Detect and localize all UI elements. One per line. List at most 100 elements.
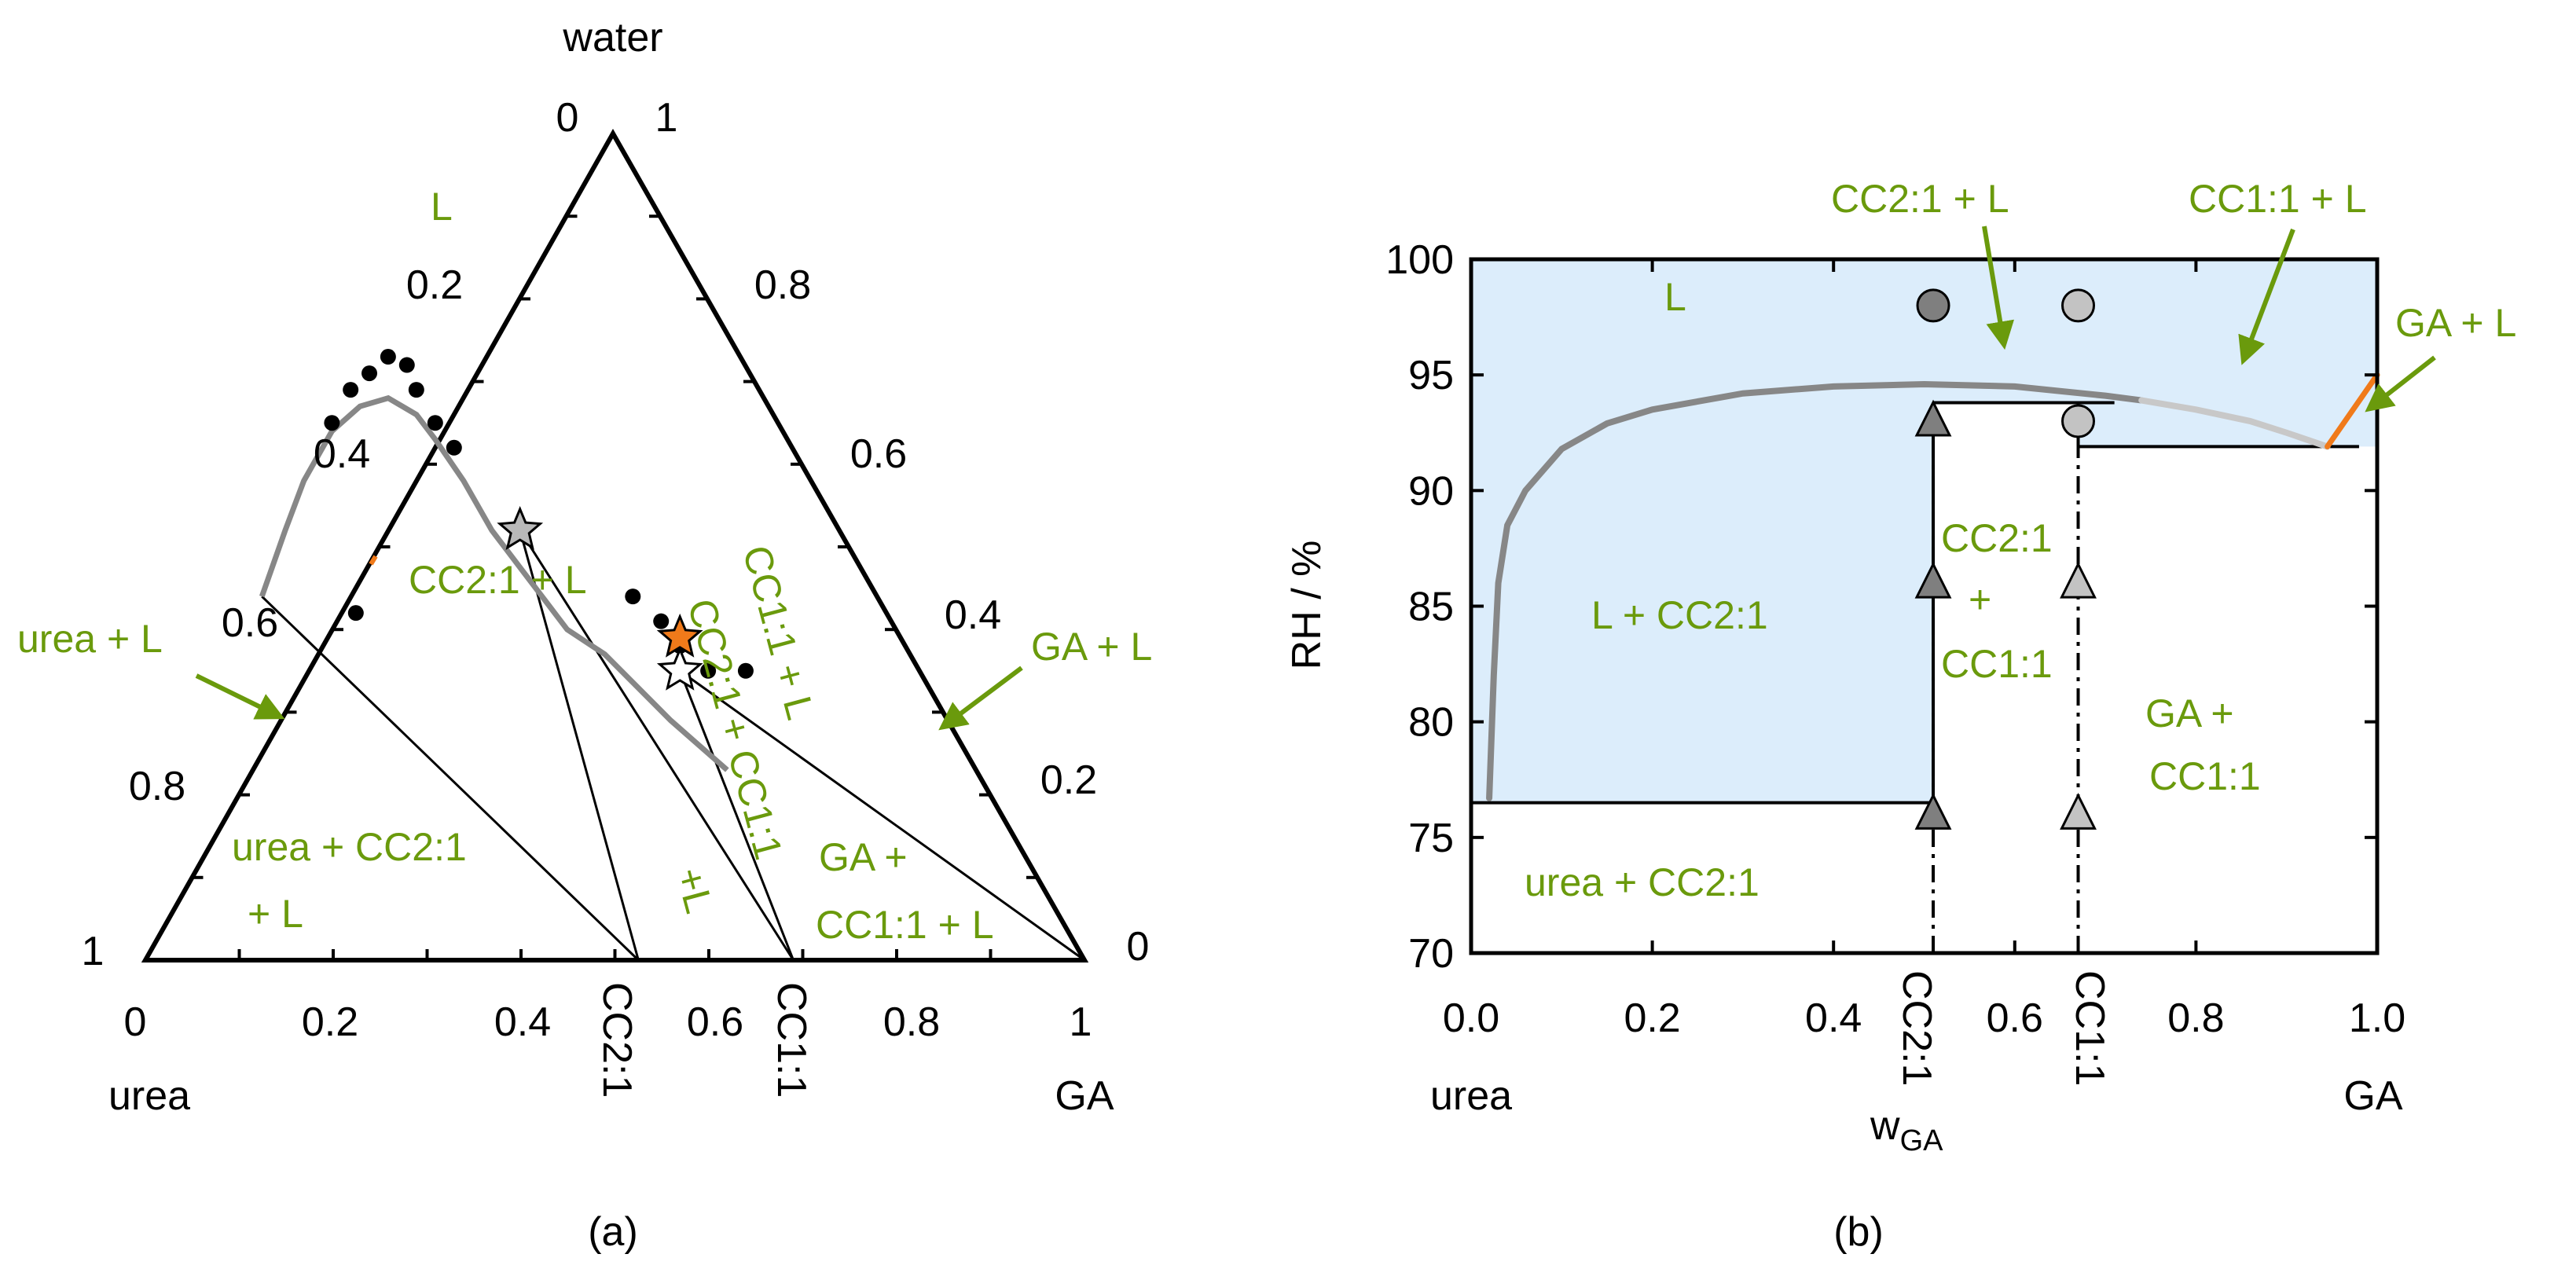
left-axis-tick-label: 0.4 xyxy=(314,431,370,477)
vertex-label-water: water xyxy=(562,15,662,60)
region-label-ga-cc11-l: CC1:1 + L xyxy=(816,903,994,947)
measurement-triangle xyxy=(2060,793,2097,830)
x-axis-label-subscript: GA xyxy=(1900,1124,1944,1157)
x-right-component: GA xyxy=(2343,1073,2402,1119)
y-tick-label: 70 xyxy=(1408,931,1454,977)
arrow-ga-l xyxy=(938,666,1023,731)
tie-line xyxy=(519,530,640,961)
bottom-axis-tick-label: 0.4 xyxy=(494,999,551,1045)
region-label-liquid: L xyxy=(1664,275,1686,319)
bottom-axis-tick-label: 0.8 xyxy=(883,999,940,1045)
region-label-ga-l: GA + L xyxy=(1031,625,1152,669)
rh-curve xyxy=(2138,397,2331,450)
y-tick-label: 100 xyxy=(1385,237,1454,283)
ternary-series xyxy=(259,349,754,772)
region-label-cc21-cc11: CC2:1 xyxy=(1941,516,2053,560)
x-tick-label: 0.2 xyxy=(1624,996,1680,1041)
y-axis-label: RH / % xyxy=(1284,541,1330,670)
arrow-urea-l xyxy=(195,673,285,720)
measurement-triangle xyxy=(2060,561,2097,599)
left-axis-tick-label: 0.2 xyxy=(406,262,463,308)
tie-line xyxy=(678,670,794,961)
solubility-point xyxy=(700,662,717,679)
bottom-axis-tick-label: 0.2 xyxy=(302,999,358,1045)
solubility-point xyxy=(398,357,415,373)
x-tick-label: 0.4 xyxy=(1805,996,1862,1041)
cocrystal-label-cc21: CC2:1 xyxy=(594,982,640,1098)
y-tick-label: 75 xyxy=(1408,816,1454,861)
eutonic-star xyxy=(656,646,703,691)
liquid-region-fill xyxy=(1471,259,2377,803)
region-label-urea-cc21-l: urea + CC2:1 xyxy=(232,825,467,869)
tie-line xyxy=(519,530,794,961)
y-tick-label: 95 xyxy=(1408,353,1454,398)
solubility-point xyxy=(653,613,670,629)
y-tick-label: 85 xyxy=(1408,585,1454,630)
ternary-tie-lines xyxy=(261,530,1085,962)
solubility-point xyxy=(427,415,443,431)
callout-ga-l: GA + L xyxy=(2395,301,2516,345)
measurement-circle xyxy=(1916,288,1950,323)
solubility-point xyxy=(446,439,462,456)
x-axis-label-main: w xyxy=(1870,1103,1900,1149)
callout-cc21-l: CC2:1 + L xyxy=(1831,177,2009,221)
cocrystal-label-cc11: CC1:1 xyxy=(2067,970,2112,1086)
tick-labels: 70 75 80 85 90 95 100 0.0 0.2 0.4 0.6 0.8 1.0 xyxy=(1385,237,2405,1041)
liquid-region xyxy=(1471,259,2377,803)
solubility-point xyxy=(324,415,340,431)
arrow-cc21-l xyxy=(1982,226,2015,350)
panel-label-a: (a) xyxy=(588,1209,638,1255)
x-tick-label: 0.8 xyxy=(2167,996,2224,1041)
region-label-urea-cc21: urea + CC2:1 xyxy=(1525,860,1760,904)
cocrystal-label-cc11: CC1:1 xyxy=(769,982,814,1098)
region-label-cc21-l: CC2:1 + L xyxy=(409,558,587,602)
solubility-point xyxy=(408,382,424,398)
panel-a-ternary: water urea GA 0 0.2 0.4 0.6 0.8 1 1 0.8 … xyxy=(17,15,1152,1255)
right-axis-top-value: 1 xyxy=(655,95,678,141)
solubility-point xyxy=(343,382,359,398)
measurement-circle xyxy=(2061,404,2096,438)
left-axis-tick-label: 0.8 xyxy=(129,764,185,809)
region-label-cc21-cc11: + xyxy=(1969,578,1991,622)
liquidus-segment xyxy=(369,555,378,566)
left-axis-top-value: 0 xyxy=(556,95,579,141)
measurement-circle xyxy=(2061,288,2096,323)
bottom-axis-right-value: 1 xyxy=(1070,999,1092,1045)
region-label-l-cc21: L + CC2:1 xyxy=(1591,593,1768,637)
right-axis-tick-label: 0.2 xyxy=(1040,757,1097,803)
liquidus-curve xyxy=(259,394,729,772)
region-label-cc21-cc11-l: +L xyxy=(667,863,721,918)
cocrystal-label-cc21: CC2:1 xyxy=(1894,970,1939,1086)
vertex-label-urea: urea xyxy=(108,1073,190,1119)
vertex-label-ga: GA xyxy=(1055,1073,1114,1119)
right-axis-tick-label: 0.4 xyxy=(945,592,1001,638)
callout-cc11-l: CC1:1 + L xyxy=(2189,177,2367,221)
right-axis-tick-label: 0.6 xyxy=(850,431,907,477)
left-axis-tick-label: 0.6 xyxy=(222,600,278,646)
solubility-point xyxy=(737,662,754,679)
tie-line xyxy=(261,596,640,962)
panel-b-phase-diagram: 70 75 80 85 90 95 100 0.0 0.2 0.4 0.6 0.8 1.0 RH / %… xyxy=(1284,177,2516,1255)
ternary-tick-marks xyxy=(192,214,1037,960)
solubility-point xyxy=(380,349,396,365)
tie-line xyxy=(679,669,1085,962)
y-tick-label: 90 xyxy=(1408,468,1454,514)
right-axis-bottom-value: 0 xyxy=(1127,924,1150,970)
x-tick-label: 1.0 xyxy=(2349,996,2405,1041)
plot-frame xyxy=(1469,257,2380,955)
eutonic-star xyxy=(497,506,544,550)
x-tick-label: 0.0 xyxy=(1443,996,1499,1041)
panel-label-b: (b) xyxy=(1833,1209,1884,1255)
solubility-point xyxy=(347,605,364,622)
solubility-point xyxy=(361,365,378,382)
x-tick-label: 0.6 xyxy=(1987,996,2043,1041)
x-axis-label: wGA xyxy=(1870,1103,1943,1157)
y-tick-label: 80 xyxy=(1408,700,1454,746)
bottom-axis-left-value: 0 xyxy=(124,999,147,1045)
region-label-ga-cc11-l: GA + xyxy=(819,835,908,879)
measurement-triangle xyxy=(1914,793,1952,830)
right-axis-tick-label: 0.8 xyxy=(754,262,811,308)
arrow-ga-l xyxy=(2365,355,2436,412)
arrow-cc11-l xyxy=(2238,228,2295,365)
